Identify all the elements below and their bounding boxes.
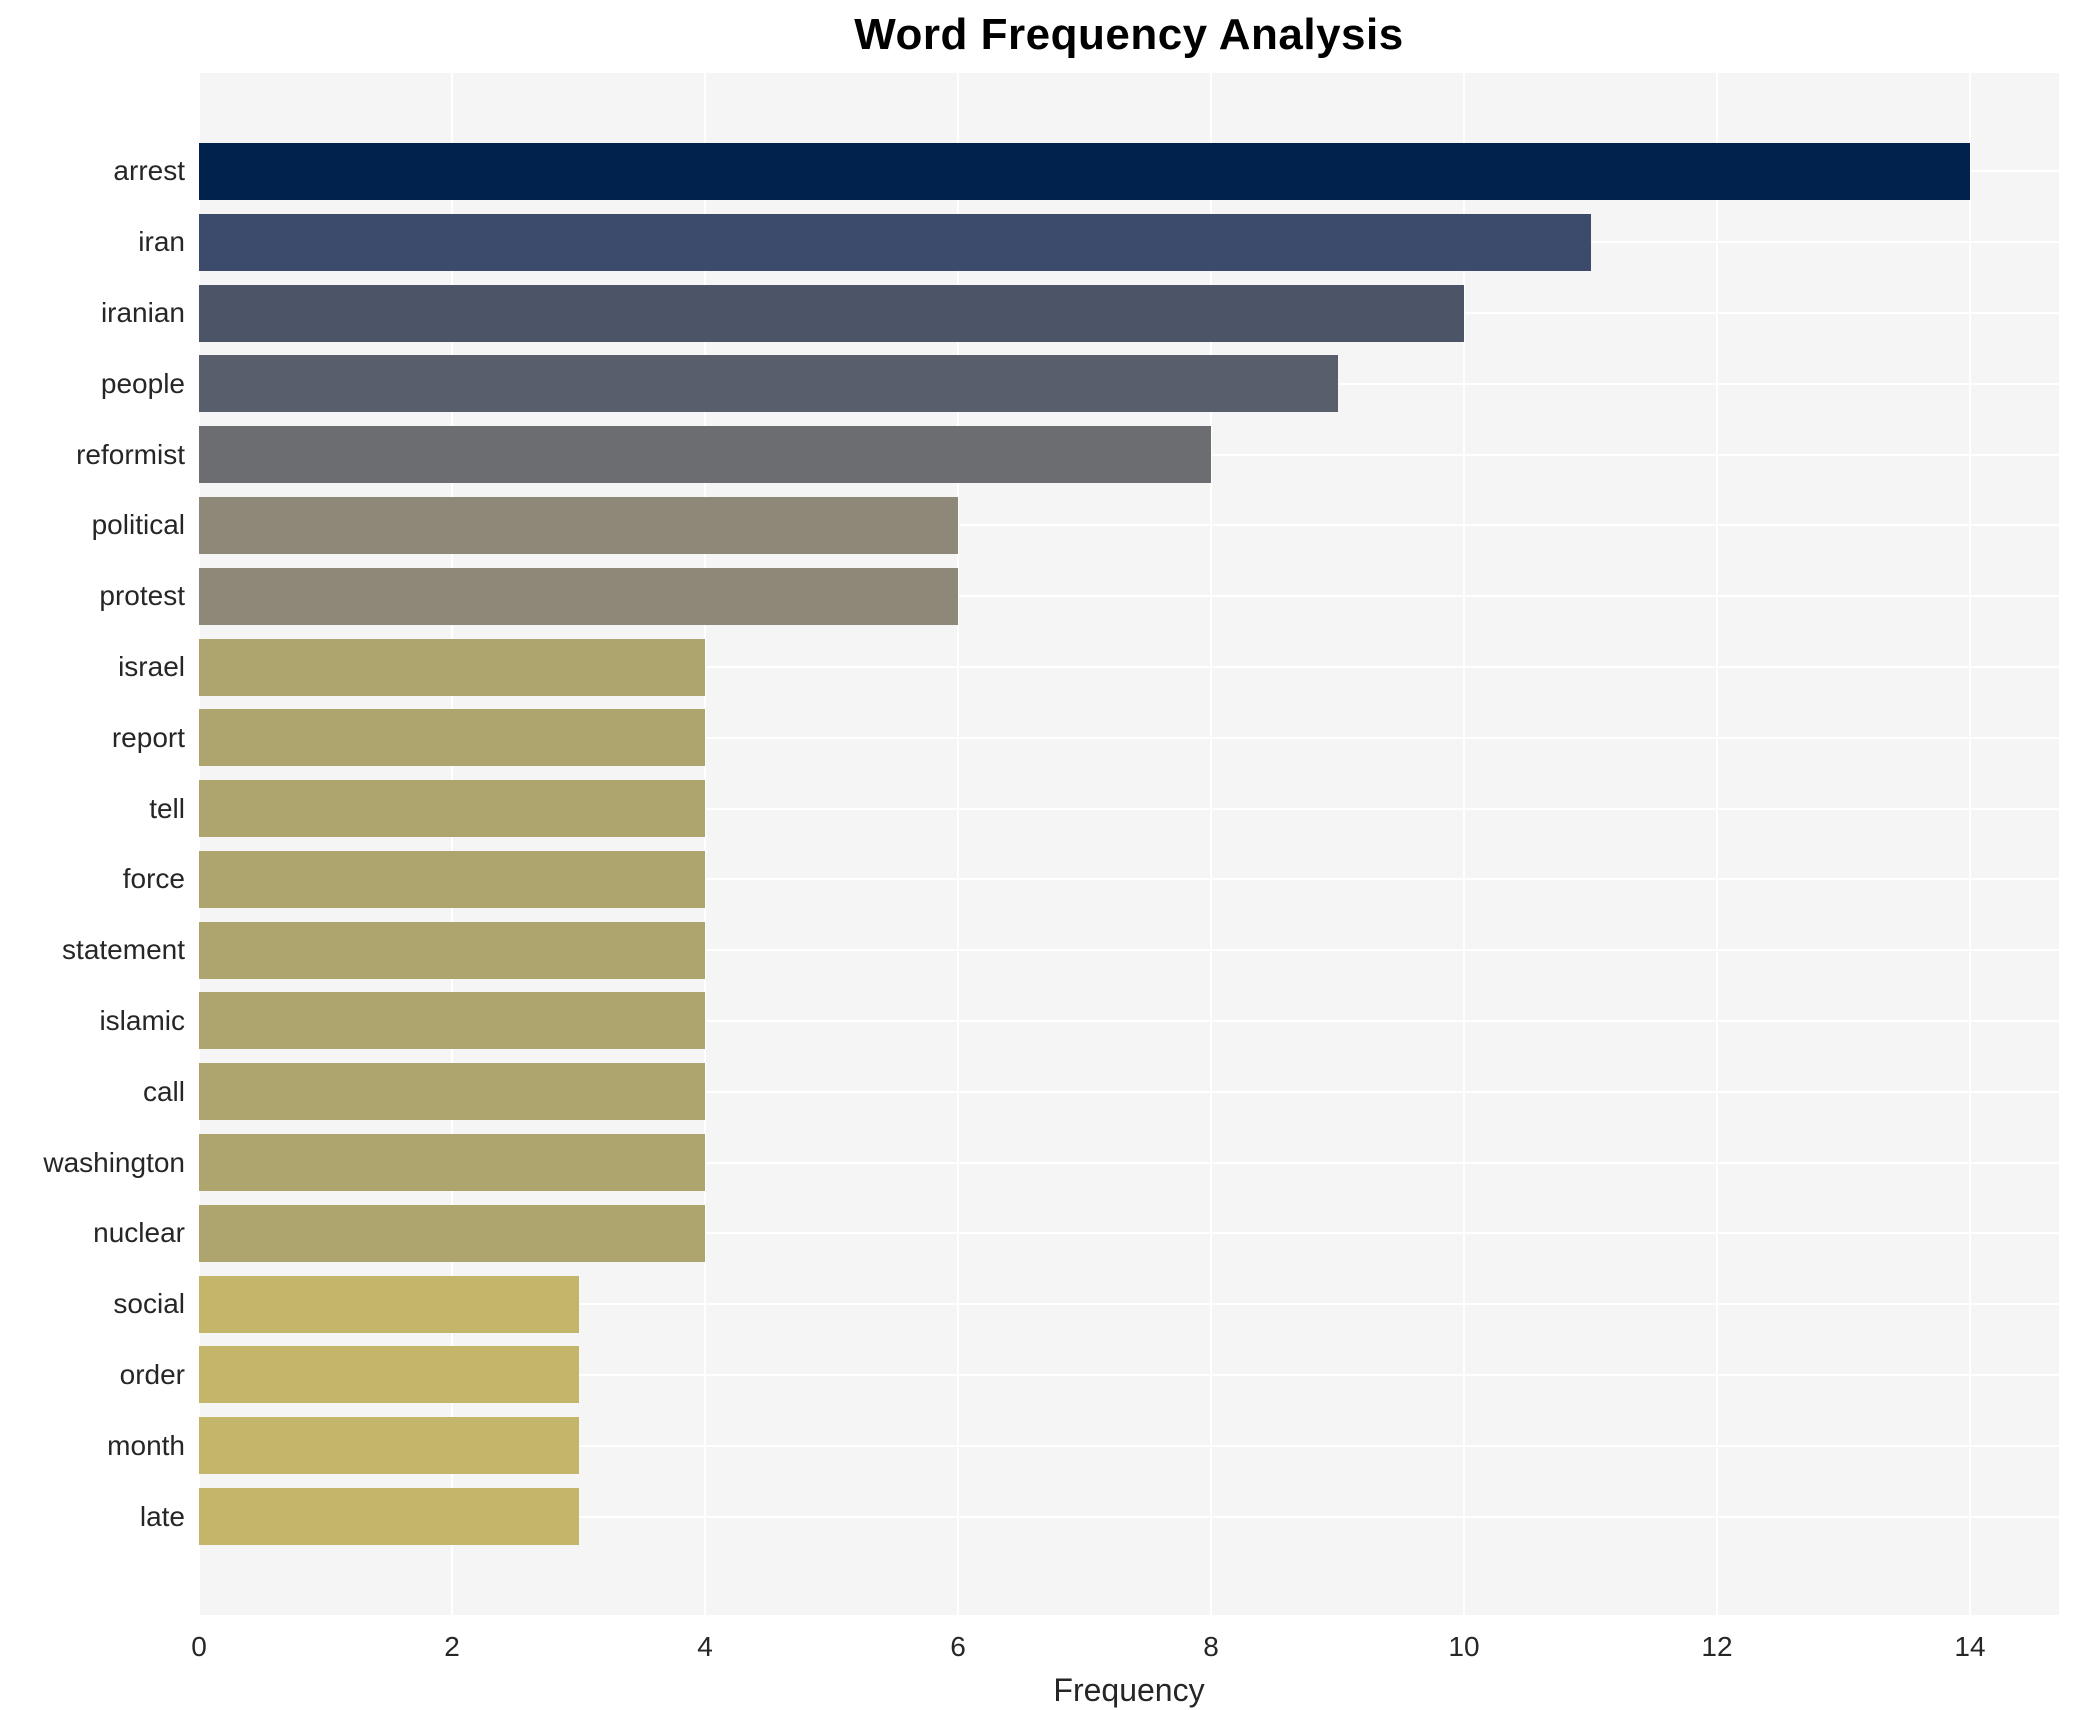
x-tick-14: 14 [1954,1631,1986,1662]
x-tick-6: 6 [950,1631,966,1662]
gridline-horizontal [199,808,2059,810]
category-label-iran: iran [138,226,185,257]
gridline-horizontal [199,595,2059,597]
gridline-vertical [1969,73,1971,1615]
category-label-late: late [139,1501,185,1532]
gridline-horizontal [199,1303,2059,1305]
bar-report [199,709,705,766]
bar-social [199,1276,579,1333]
gridline-horizontal [199,666,2059,668]
category-label-washington: washington [43,1147,185,1178]
gridline-horizontal [199,1374,2059,1376]
gridline-vertical [198,73,200,1615]
gridline-horizontal [199,1091,2059,1093]
bar-people [199,355,1338,412]
category-label-month: month [107,1430,185,1461]
bar-month [199,1417,579,1474]
bar-tell [199,780,705,837]
bar-iranian [199,285,1464,342]
x-axis-label: Frequency [1053,1672,1205,1708]
bar-protest [199,568,958,625]
gridline-horizontal [199,1445,2059,1447]
bar-call [199,1063,705,1120]
gridline-vertical [957,73,959,1615]
bar-iran [199,214,1591,271]
gridline-horizontal [199,878,2059,880]
bar-nuclear [199,1205,705,1262]
category-label-people: people [100,368,185,399]
gridline-horizontal [199,737,2059,739]
gridline-vertical [1463,73,1465,1615]
bar-force [199,851,705,908]
category-label-social: social [113,1288,185,1319]
category-label-israel: israel [118,651,185,682]
category-label-tell: tell [149,793,185,824]
bar-order [199,1346,579,1403]
gridline-horizontal [199,524,2059,526]
gridline-horizontal [199,1162,2059,1164]
gridline-horizontal [199,1232,2059,1234]
bar-arrest [199,143,1970,200]
x-tick-12: 12 [1701,1631,1733,1662]
chart-title: Word Frequency Analysis [854,10,1404,59]
gridline-horizontal [199,1516,2059,1518]
x-tick-10: 10 [1448,1631,1480,1662]
bar-islamic [199,992,705,1049]
gridline-vertical [1210,73,1212,1615]
category-label-force: force [122,863,185,894]
gridline-vertical [451,73,453,1615]
bar-reformist [199,426,1211,483]
gridline-horizontal [199,1020,2059,1022]
x-tick-4: 4 [697,1631,713,1662]
category-label-nuclear: nuclear [93,1217,185,1248]
bar-political [199,497,958,554]
bar-washington [199,1134,705,1191]
bar-israel [199,639,705,696]
gridline-vertical [704,73,706,1615]
category-label-islamic: islamic [99,1005,185,1036]
bar-statement [199,922,705,979]
plot-area [198,73,2059,1615]
x-tick-2: 2 [444,1631,460,1662]
x-tick-0: 0 [191,1631,207,1662]
category-label-arrest: arrest [113,155,185,186]
bar-late [199,1488,579,1545]
category-label-iranian: iranian [100,297,185,328]
category-label-protest: protest [99,580,185,611]
x-tick-8: 8 [1203,1631,1219,1662]
category-label-statement: statement [62,934,185,965]
category-label-report: report [111,722,185,753]
category-label-call: call [142,1076,185,1107]
category-label-order: order [119,1359,185,1390]
gridline-vertical [1716,73,1718,1615]
category-label-reformist: reformist [76,439,185,470]
gridline-horizontal [199,949,2059,951]
category-label-political: political [91,509,185,540]
